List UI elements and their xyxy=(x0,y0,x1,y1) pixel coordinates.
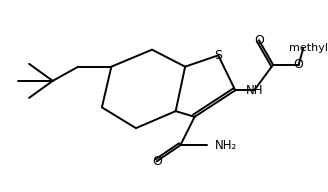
Text: S: S xyxy=(214,49,222,62)
Text: O: O xyxy=(294,58,304,71)
Text: methyl: methyl xyxy=(289,43,328,53)
Text: O: O xyxy=(254,34,264,47)
Text: NH₂: NH₂ xyxy=(215,139,237,152)
Text: O: O xyxy=(152,155,162,168)
Text: NH: NH xyxy=(245,84,263,97)
